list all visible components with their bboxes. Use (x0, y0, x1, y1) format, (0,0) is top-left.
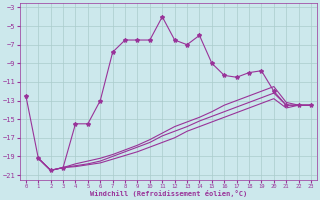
X-axis label: Windchill (Refroidissement éolien,°C): Windchill (Refroidissement éolien,°C) (90, 190, 247, 197)
